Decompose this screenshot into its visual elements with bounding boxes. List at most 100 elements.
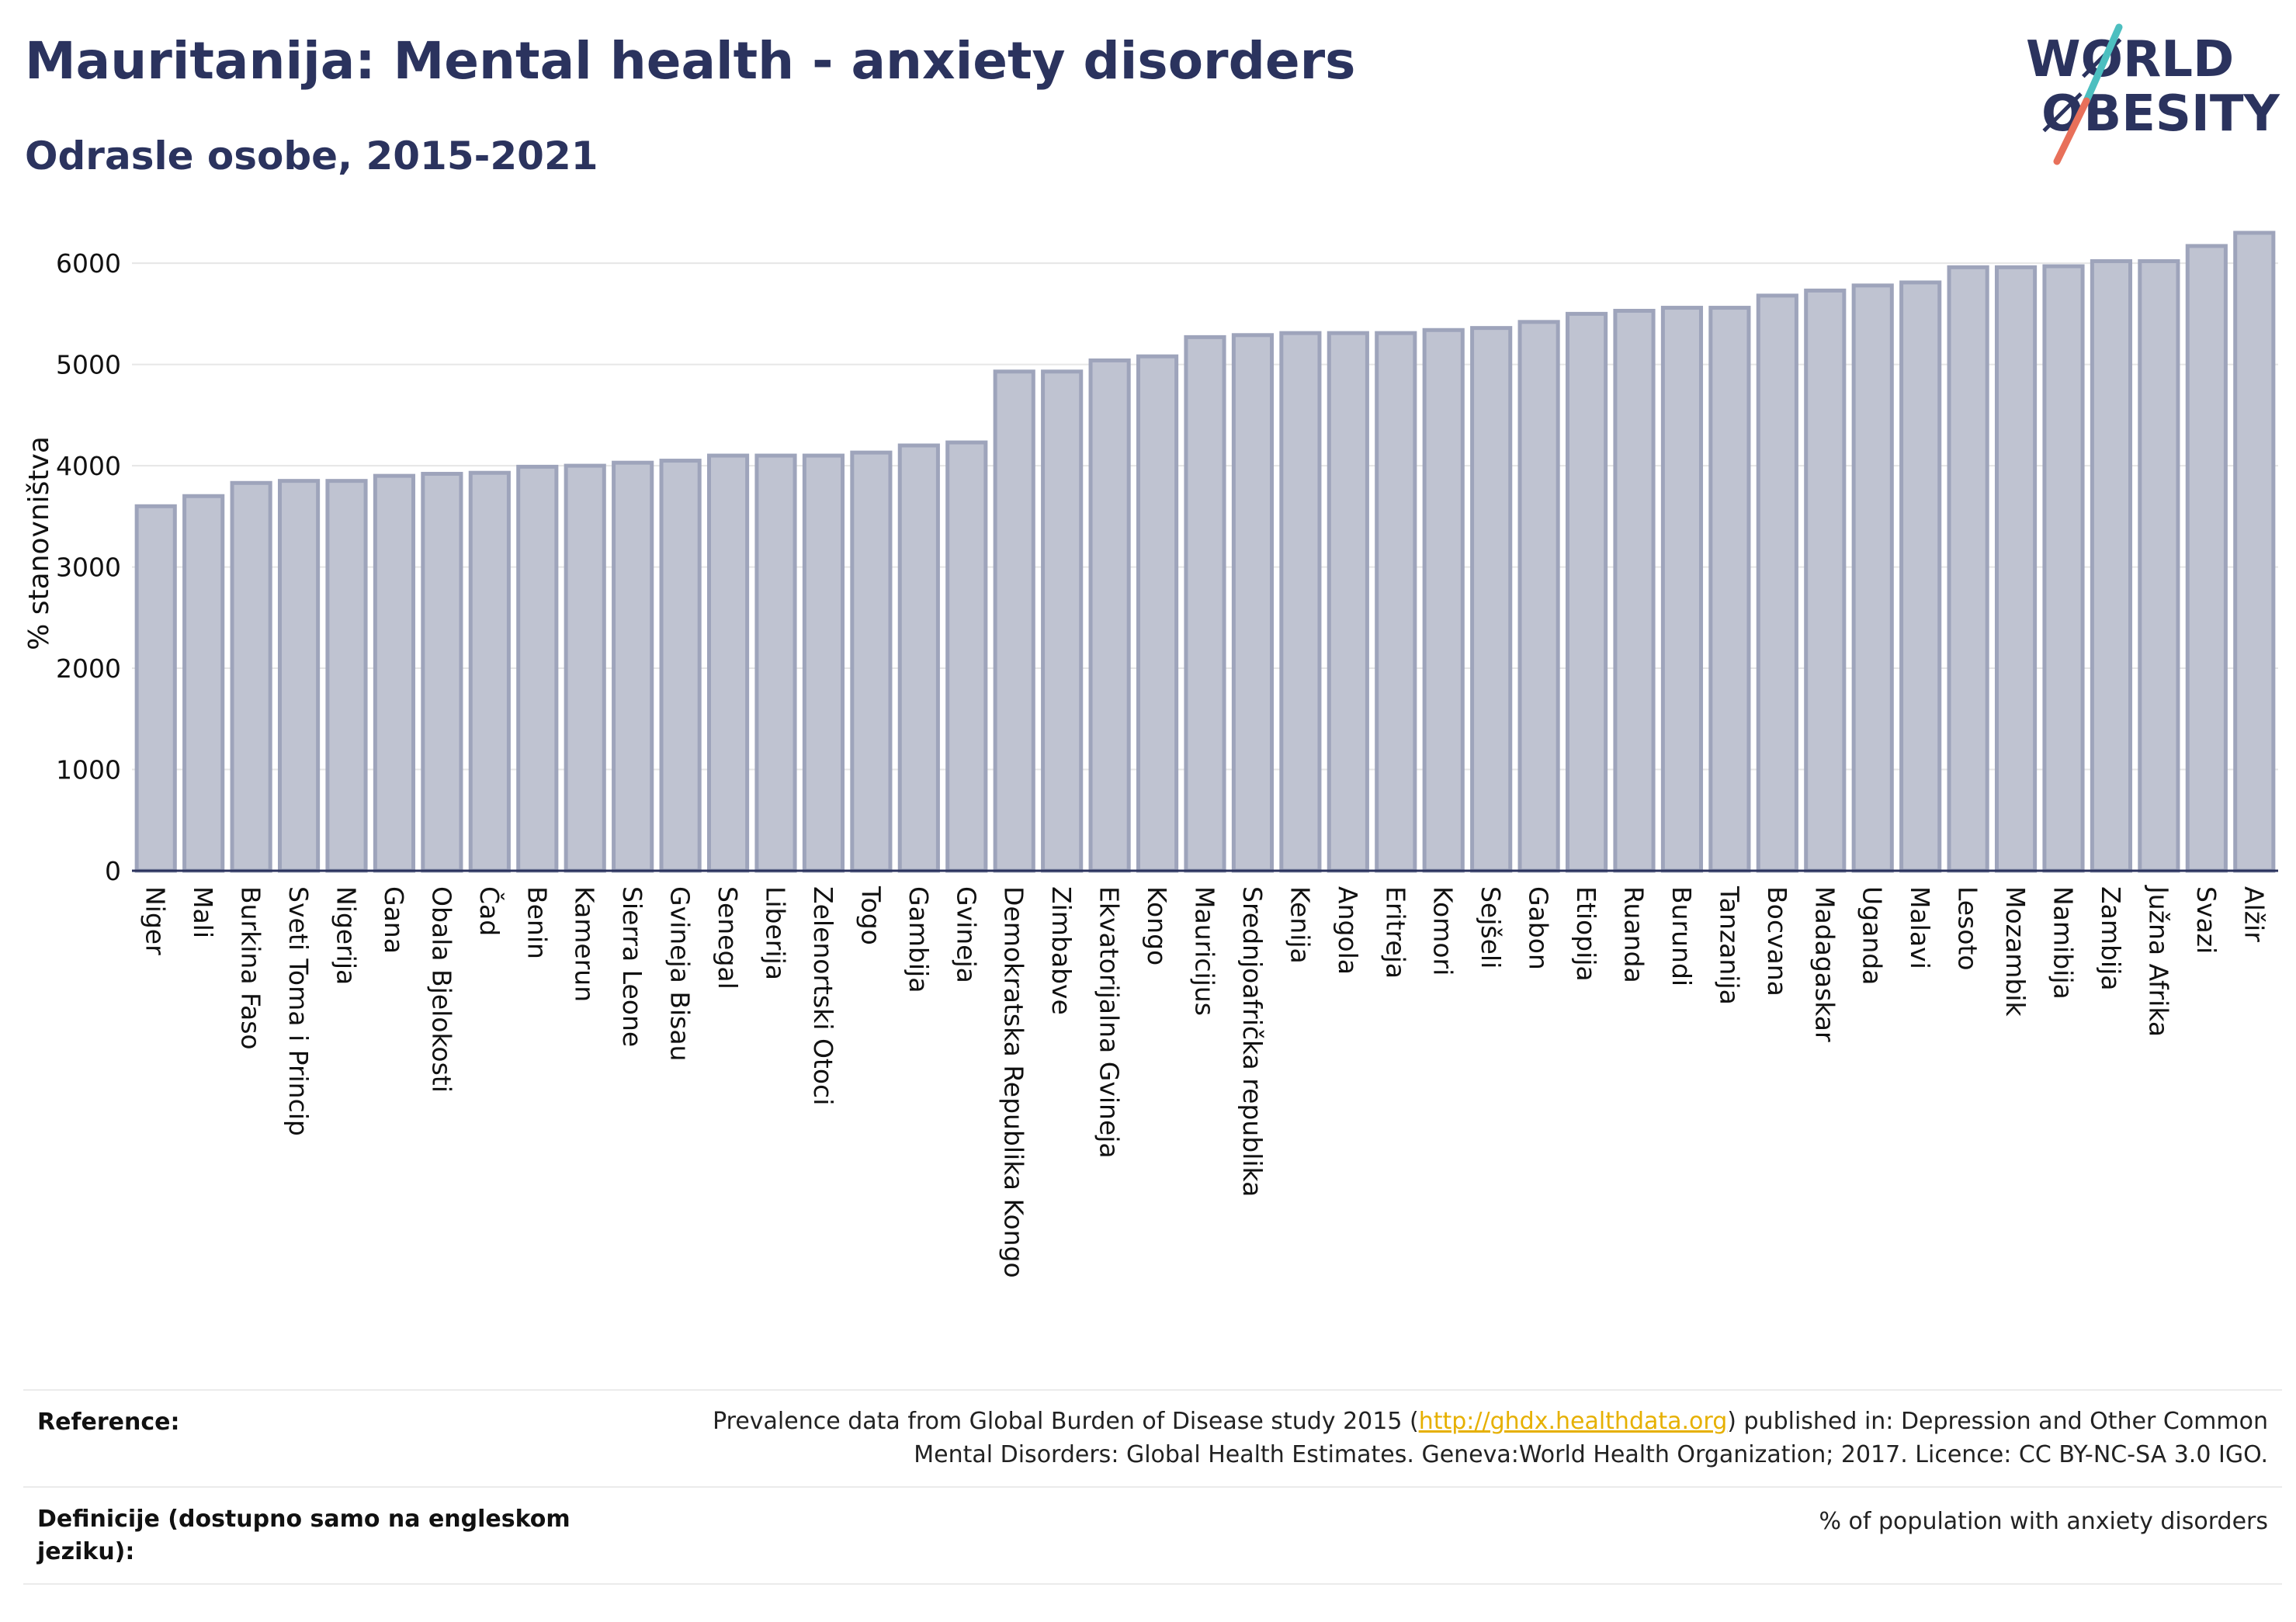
x-tick-label: Niger — [140, 886, 171, 955]
x-tick-label: Ekvatorijalna Gvineja — [1094, 886, 1125, 1159]
x-tick-label: Mali — [188, 886, 218, 938]
x-tick-label: Obala Bjelokosti — [426, 886, 456, 1093]
x-tick-label: Mozambik — [2000, 886, 2031, 1017]
world-obesity-logo: WØRLD ØBESITY — [2026, 23, 2280, 165]
bar — [1041, 369, 1084, 873]
x-tick-label: Senegal — [713, 886, 743, 989]
x-tick-label: Gvineja — [951, 886, 981, 983]
bar — [2233, 230, 2276, 873]
bar — [1708, 306, 1751, 873]
y-tick-label: 2000 — [56, 653, 121, 684]
x-tick-label: Zelenortski Otoci — [808, 886, 838, 1105]
y-axis-label: % stanovništva — [23, 436, 55, 650]
bar-chart: 0 1000 2000 3000 4000 5000 6000 Niger Mali Burkin… — [23, 230, 2278, 1278]
bar — [1851, 283, 1894, 873]
x-tick-label: Uganda — [1857, 886, 1888, 985]
reference-text-1: Prevalence data from Global Burden of Di… — [713, 1408, 1419, 1435]
x-tick-label: Lesoto — [1953, 886, 1983, 971]
bar — [659, 459, 702, 873]
y-tick-label: 5000 — [56, 350, 121, 380]
bar — [1565, 311, 1608, 873]
definition-row: Definicije (dostupno samo na engleskom j… — [23, 1488, 2282, 1584]
bar — [993, 369, 1035, 873]
x-tick-label: Nigerija — [331, 886, 362, 985]
bar — [850, 450, 893, 873]
reference-row: Reference: Prevalence data from Global B… — [23, 1391, 2282, 1487]
bar — [1660, 306, 1704, 873]
bar — [1422, 328, 1465, 873]
definition-text: % of population with anxiety disorders — [1819, 1508, 2268, 1535]
x-tick-label: Eritreja — [1380, 886, 1410, 979]
x-tick-label: Alžir — [2239, 886, 2269, 942]
x-tick-label: Sierra Leone — [617, 886, 647, 1047]
x-tick-label: Komori — [1428, 886, 1458, 976]
x-tick-label: Togo — [855, 886, 886, 945]
x-tick-label: Tanzanija — [1714, 886, 1744, 1005]
x-tick-label: Madagaskar — [1809, 886, 1840, 1042]
footer-divider — [23, 1583, 2282, 1585]
x-tick-label: Južna Afrika — [2143, 885, 2173, 1037]
bar — [1327, 331, 1369, 873]
y-tick-label: 4000 — [56, 451, 121, 481]
x-tick-label: Kongo — [1142, 886, 1172, 965]
bar — [230, 480, 272, 873]
reference-label: Reference: — [37, 1409, 180, 1436]
x-tick-label: Kenija — [1285, 886, 1315, 964]
bar — [2185, 244, 2228, 873]
chart-subtitle: Odrasle osobe, 2015-2021 — [25, 133, 598, 178]
bar — [1231, 333, 1275, 873]
bar — [1184, 334, 1226, 873]
bar — [2090, 259, 2133, 873]
bar — [1470, 326, 1513, 873]
x-tick-label: Burundi — [1667, 886, 1697, 986]
bar — [1088, 358, 1131, 873]
x-tick-label: Bocvana — [1762, 886, 1792, 996]
bar — [373, 473, 416, 873]
bar — [706, 453, 750, 873]
x-tick-label: Demokratska Republika Kongo — [999, 886, 1029, 1278]
chart-title: Mauritanija: Mental health - anxiety dis… — [25, 31, 1356, 91]
definition-label: Definicije (dostupno samo na engleskom j… — [37, 1506, 571, 1565]
bar — [1136, 354, 1179, 873]
x-tick-label: Kamerun — [570, 886, 600, 1002]
reference-text-3: Mental Disorders: Global Health Estimate… — [914, 1441, 2268, 1468]
x-tick-label: Malavi — [1905, 886, 1935, 969]
bar — [612, 460, 654, 873]
x-tick-label: Sveti Toma i Princip — [283, 886, 314, 1136]
y-tick-label: 3000 — [56, 553, 121, 583]
bar — [516, 464, 559, 873]
bar — [134, 504, 177, 873]
x-tick-label: Gana — [379, 886, 409, 954]
bar — [1804, 288, 1847, 873]
x-tick-label: Gambija — [903, 886, 934, 993]
reference-text: Prevalence data from Global Burden of Di… — [638, 1405, 2268, 1471]
bar — [1517, 320, 1560, 873]
reference-link[interactable]: http://ghdx.healthdata.org — [1418, 1408, 1728, 1435]
x-tick-label: Svazi — [2191, 886, 2221, 954]
x-tick-label: Namibija — [2048, 886, 2079, 1000]
svg-text:WØRLD: WØRLD — [2026, 31, 2234, 88]
footer-divider — [23, 1486, 2282, 1488]
bar — [945, 440, 988, 873]
bar — [897, 443, 940, 873]
y-tick-label: 1000 — [56, 755, 121, 785]
bar — [421, 472, 463, 873]
x-tick-label: Angola — [1333, 886, 1363, 975]
reference-text-2: ) published in: Depression and Other Com… — [1727, 1408, 2268, 1435]
bar — [1613, 308, 1656, 873]
bar — [1994, 265, 2038, 873]
bar — [1279, 331, 1322, 873]
y-tick-label: 6000 — [56, 248, 121, 279]
bar — [2138, 259, 2180, 873]
x-tick-label: Mauricijus — [1190, 886, 1220, 1016]
x-tick-label: Srednjoafrička republika — [1237, 886, 1268, 1197]
x-tick-label: Zambija — [2096, 886, 2126, 990]
x-tick-label: Čad — [474, 886, 505, 936]
x-tick-label: Gabon — [1524, 886, 1554, 970]
bar — [1947, 265, 1989, 873]
x-tick-label: Zimbabve — [1046, 886, 1077, 1015]
bar — [325, 479, 368, 873]
bar — [1375, 331, 1417, 873]
bar — [277, 479, 321, 873]
x-tick-label: Liberija — [761, 886, 791, 980]
